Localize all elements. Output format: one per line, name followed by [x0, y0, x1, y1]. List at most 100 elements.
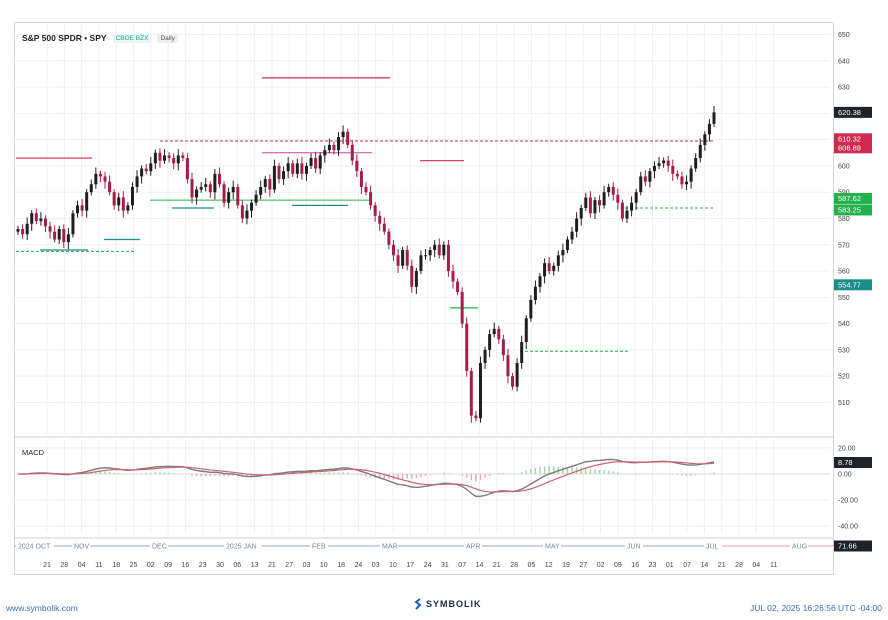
candle-body[interactable]: [657, 163, 661, 166]
candle-body[interactable]: [488, 334, 492, 350]
candle-body[interactable]: [478, 363, 482, 419]
candle-body[interactable]: [662, 160, 666, 164]
candle-body[interactable]: [254, 194, 258, 203]
candle-body[interactable]: [163, 155, 167, 161]
candle-body[interactable]: [66, 234, 70, 243]
candle-body[interactable]: [474, 415, 478, 419]
candle-body[interactable]: [80, 205, 84, 211]
candle-body[interactable]: [231, 186, 235, 193]
candle-body[interactable]: [295, 163, 299, 174]
candle-body[interactable]: [359, 171, 363, 187]
candle-body[interactable]: [76, 205, 80, 214]
candle-body[interactable]: [199, 186, 203, 190]
candle-body[interactable]: [538, 276, 542, 287]
candle-body[interactable]: [318, 155, 322, 169]
candle-body[interactable]: [369, 192, 373, 206]
candle-body[interactable]: [222, 184, 226, 203]
candle-body[interactable]: [584, 197, 588, 208]
candle-body[interactable]: [167, 155, 171, 159]
candle-body[interactable]: [698, 144, 702, 159]
candle-body[interactable]: [144, 168, 148, 172]
candle-body[interactable]: [419, 255, 423, 272]
candle-body[interactable]: [259, 186, 263, 195]
candle-body[interactable]: [492, 328, 496, 335]
candle-body[interactable]: [520, 342, 524, 364]
candle-body[interactable]: [140, 168, 144, 177]
candle-body[interactable]: [300, 163, 304, 174]
candle-body[interactable]: [217, 173, 221, 185]
candle-body[interactable]: [172, 158, 176, 164]
candle-body[interactable]: [43, 218, 47, 227]
candle-body[interactable]: [437, 244, 441, 256]
candle-body[interactable]: [685, 181, 689, 185]
candle-body[interactable]: [483, 349, 487, 364]
candle-body[interactable]: [602, 192, 606, 206]
candle-body[interactable]: [272, 165, 276, 190]
candle-body[interactable]: [277, 165, 281, 180]
candle-body[interactable]: [245, 210, 249, 219]
candle-body[interactable]: [575, 218, 579, 232]
candle-body[interactable]: [153, 152, 157, 164]
candle-body[interactable]: [607, 186, 611, 193]
candle-body[interactable]: [350, 144, 354, 161]
candle-body[interactable]: [707, 123, 711, 135]
candle-body[interactable]: [337, 137, 341, 151]
candle-body[interactable]: [501, 339, 505, 356]
candle-body[interactable]: [268, 179, 272, 190]
candle-body[interactable]: [671, 165, 675, 174]
candle-body[interactable]: [680, 176, 684, 185]
candle-body[interactable]: [71, 213, 75, 235]
candle-body[interactable]: [208, 184, 212, 193]
candle-body[interactable]: [648, 171, 652, 182]
candle-body[interactable]: [460, 292, 464, 324]
candle-body[interactable]: [543, 263, 547, 277]
candle-body[interactable]: [643, 176, 647, 182]
macd-signal-line[interactable]: [17, 461, 715, 493]
candle-body[interactable]: [630, 202, 634, 211]
candle-body[interactable]: [364, 186, 368, 193]
candle-body[interactable]: [103, 176, 107, 182]
candle-body[interactable]: [204, 184, 208, 187]
candle-body[interactable]: [373, 205, 377, 216]
candle-body[interactable]: [497, 328, 501, 340]
candle-body[interactable]: [703, 134, 707, 145]
candle-body[interactable]: [625, 210, 629, 219]
candle-body[interactable]: [593, 200, 597, 214]
candle-body[interactable]: [89, 184, 93, 193]
candle-body[interactable]: [689, 168, 693, 182]
candle-body[interactable]: [401, 250, 405, 266]
candle-body[interactable]: [652, 165, 656, 172]
candle-body[interactable]: [286, 163, 290, 172]
candle-body[interactable]: [240, 205, 244, 219]
candle-body[interactable]: [126, 205, 130, 211]
candle-body[interactable]: [57, 229, 61, 240]
candle-body[interactable]: [378, 215, 382, 224]
candle-body[interactable]: [396, 255, 400, 266]
candle-body[interactable]: [611, 186, 615, 195]
candle-body[interactable]: [135, 176, 139, 187]
candle-body[interactable]: [456, 281, 460, 293]
candle-body[interactable]: [323, 150, 327, 156]
candle-body[interactable]: [314, 158, 318, 169]
candle-body[interactable]: [25, 223, 29, 235]
candle-body[interactable]: [634, 192, 638, 203]
candle-body[interactable]: [529, 299, 533, 319]
candle-body[interactable]: [30, 213, 34, 224]
candle-body[interactable]: [85, 192, 89, 211]
period-badge[interactable]: Daily: [157, 33, 178, 43]
candle-body[interactable]: [213, 173, 217, 193]
candle-body[interactable]: [511, 376, 515, 387]
candle-body[interactable]: [190, 179, 194, 198]
candle-body[interactable]: [712, 112, 716, 124]
candle-body[interactable]: [561, 250, 565, 256]
candle-body[interactable]: [304, 165, 308, 174]
candle-body[interactable]: [588, 197, 592, 214]
candle-body[interactable]: [332, 144, 336, 151]
candle-body[interactable]: [442, 244, 446, 256]
candle-body[interactable]: [291, 163, 295, 174]
candle-body[interactable]: [446, 244, 450, 272]
candle-body[interactable]: [616, 194, 620, 203]
candle-body[interactable]: [181, 155, 185, 159]
candle-body[interactable]: [565, 239, 569, 251]
candle-body[interactable]: [424, 255, 428, 257]
